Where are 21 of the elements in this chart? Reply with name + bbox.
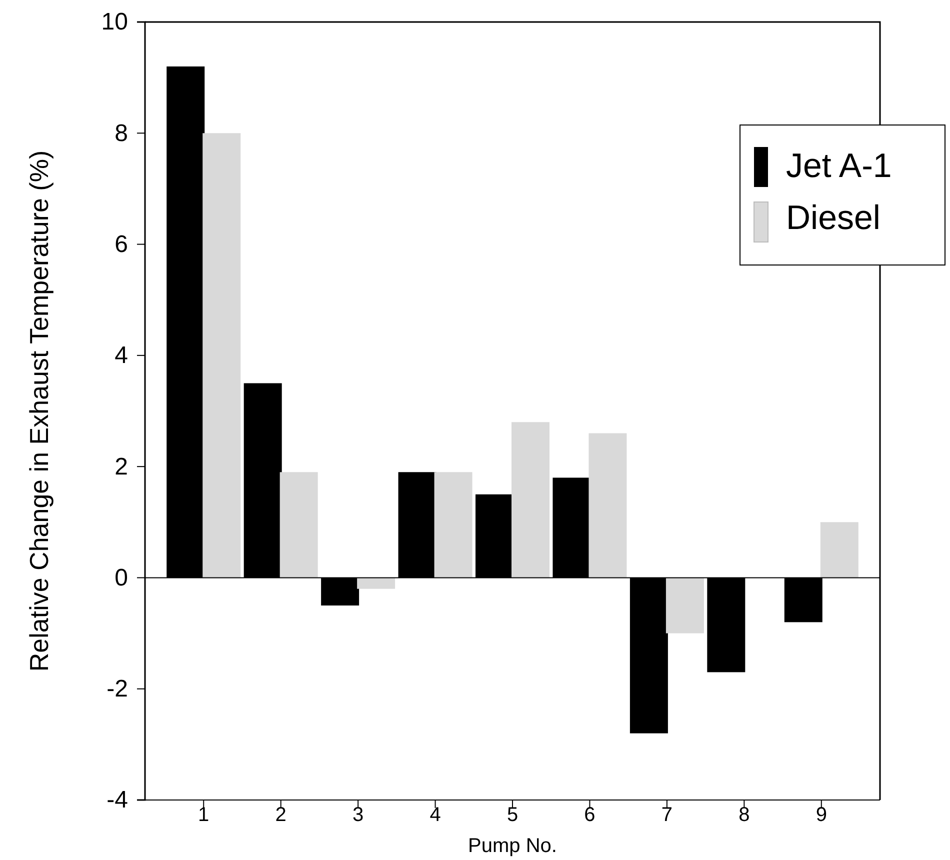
x-tick-label: 5 <box>506 804 518 826</box>
y-tick-label: 0 <box>114 564 128 592</box>
legend-label: Jet A-1 <box>786 147 892 185</box>
y-tick-label: 6 <box>114 230 128 258</box>
legend-label: Diesel <box>786 199 880 237</box>
y-tick-label: 10 <box>101 8 128 36</box>
x-tick-label: 9 <box>816 804 827 826</box>
x-tick-label: 6 <box>584 804 596 826</box>
y-tick-label: -2 <box>106 676 128 703</box>
y-tick-label: 8 <box>114 120 128 147</box>
y-tick-label: -4 <box>106 786 128 814</box>
x-tick-label: 3 <box>352 804 364 826</box>
x-tick-label: 8 <box>738 804 750 826</box>
x-tick-label: 4 <box>430 804 441 826</box>
x-tick-label: 1 <box>198 804 210 826</box>
y-tick-label: 2 <box>114 453 128 480</box>
y-axis-title: Relative Change in Exhaust Temperature (%) <box>24 150 54 672</box>
x-tick-label: 2 <box>275 804 286 826</box>
x-axis-title: Pump No. <box>468 835 557 857</box>
y-tick-label: 4 <box>114 342 128 370</box>
x-tick-label: 7 <box>661 804 673 826</box>
